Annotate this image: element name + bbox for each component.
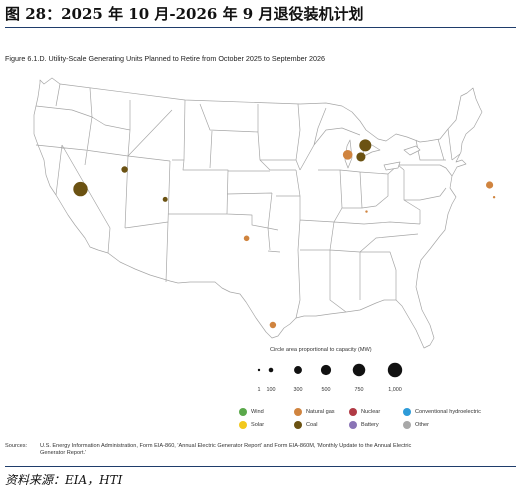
legend-item-hydro: Conventional hydroelectric [403, 407, 481, 417]
size-label-1: 1 [257, 387, 261, 393]
hydro-swatch [403, 408, 411, 416]
battery-swatch [349, 421, 357, 429]
legend-label-natural-gas: Natural gas [306, 409, 335, 415]
plant-marker-coal-3 [121, 166, 128, 173]
bottom-divider [5, 466, 516, 467]
plant-markers [73, 139, 496, 329]
sources-label: Sources: [5, 443, 28, 449]
legend-label-nuclear: Nuclear [361, 409, 381, 415]
size-label-1000: 1,000 [388, 387, 402, 393]
nuclear-swatch [349, 408, 357, 416]
interior-borders [35, 83, 461, 319]
plant-marker-natural-gas-10 [486, 181, 494, 189]
size-legend-circle-750 [352, 363, 366, 377]
figure-caption: Figure 6.1.D. Utility-Scale Generating U… [5, 54, 326, 63]
size-label-750: 750 [354, 387, 364, 393]
legend-size-circles [257, 362, 403, 378]
size-label-100: 100 [266, 387, 276, 393]
legend-label-other: Other [415, 422, 429, 428]
legend-label-battery: Battery [361, 422, 379, 428]
plant-marker-natural-gas-5 [243, 235, 250, 242]
coal-swatch [294, 421, 302, 429]
legend-item-battery: Battery [349, 420, 379, 430]
legend-label-hydro: Conventional hydroelectric [415, 409, 481, 415]
plant-marker-coal-7 [359, 139, 372, 152]
legend-item-other: Other [403, 420, 429, 430]
legend-item-coal: Coal [294, 420, 318, 430]
legend-label-wind: Wind [251, 409, 264, 415]
plant-marker-natural-gas-12 [365, 210, 368, 213]
size-legend-circle-1000 [387, 362, 403, 378]
natural-gas-swatch [294, 408, 302, 416]
size-label-500: 500 [321, 387, 331, 393]
legend-item-natural-gas: Natural gas [294, 407, 335, 417]
legend-label-solar: Solar [251, 422, 265, 428]
plant-marker-natural-gas-6 [269, 321, 277, 329]
plant-marker-coal-9 [356, 152, 366, 162]
plant-marker-natural-gas-11 [492, 196, 496, 199]
size-legend-circle-100 [268, 367, 274, 373]
legend-item-wind: Wind [239, 407, 264, 417]
legend-item-nuclear: Nuclear [349, 407, 380, 417]
size-legend-title: Circle area proportional to capacity (MW… [270, 347, 372, 353]
source-note: 资料来源：EIA，HTI [5, 473, 123, 487]
page-title: 图 28：2025 年 10 月-2026 年 9 月退役装机计划 [5, 5, 364, 23]
solar-swatch [239, 421, 247, 429]
wind-swatch [239, 408, 247, 416]
other-swatch [403, 421, 411, 429]
plant-marker-natural-gas-8 [342, 149, 353, 160]
plant-marker-coal-2 [73, 181, 88, 197]
size-label-300: 300 [293, 387, 303, 393]
size-legend-circle-300 [294, 366, 302, 374]
legend-item-solar: Solar [239, 420, 264, 430]
size-legend-circle-1 [257, 368, 261, 372]
title-divider [5, 27, 516, 28]
state-outlines [33, 77, 483, 349]
sources-text: U.S. Energy Information Administration, … [40, 443, 412, 456]
size-legend-circle-500 [320, 364, 332, 376]
legend-label-coal: Coal [306, 422, 318, 428]
plant-marker-coal-4 [162, 196, 168, 202]
